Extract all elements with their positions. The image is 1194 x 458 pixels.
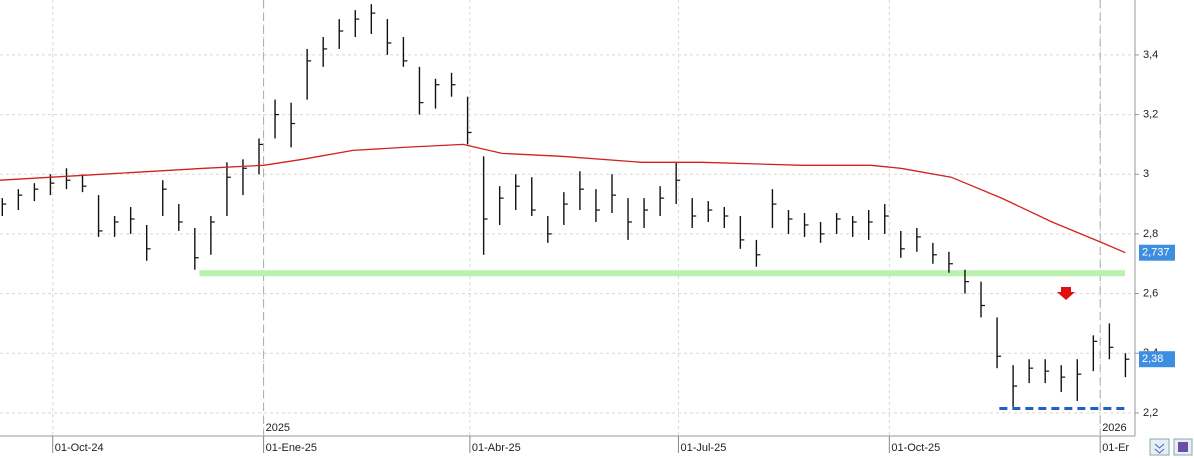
x-tick-label: 01-Abr-25 bbox=[472, 442, 521, 454]
plot-layer bbox=[0, 0, 1135, 435]
y-tick-label: 3,4 bbox=[1143, 49, 1158, 61]
x-tick-label: 01-Er bbox=[1102, 442, 1129, 454]
save-icon bbox=[1178, 442, 1188, 452]
moving-average-line bbox=[0, 143, 1126, 254]
price-label-box bbox=[1139, 351, 1175, 368]
price-label: 2,38 bbox=[1142, 353, 1163, 365]
down-arrow-icon bbox=[1057, 287, 1075, 300]
y-tick-label: 3,2 bbox=[1143, 108, 1158, 120]
x-tick-label: 01-Oct-25 bbox=[891, 442, 940, 454]
x-tick-label: 01-Jul-25 bbox=[680, 442, 726, 454]
y-tick-label: 3 bbox=[1143, 168, 1149, 180]
x-tick-label: 01-Ene-25 bbox=[266, 442, 317, 454]
year-label: 2026 bbox=[1102, 422, 1126, 434]
y-tick-label: 2,2 bbox=[1143, 407, 1158, 419]
y-tick-label: 2,6 bbox=[1143, 287, 1158, 299]
collapse-button[interactable] bbox=[1149, 438, 1170, 456]
price-label: 2,737 bbox=[1142, 247, 1170, 259]
year-label: 2025 bbox=[266, 422, 290, 434]
x-tick-label: 01-Oct-24 bbox=[55, 442, 104, 454]
y-tick-label: 2,8 bbox=[1143, 228, 1158, 240]
collapse-icon bbox=[1154, 443, 1165, 454]
price-label-box bbox=[1139, 244, 1175, 261]
